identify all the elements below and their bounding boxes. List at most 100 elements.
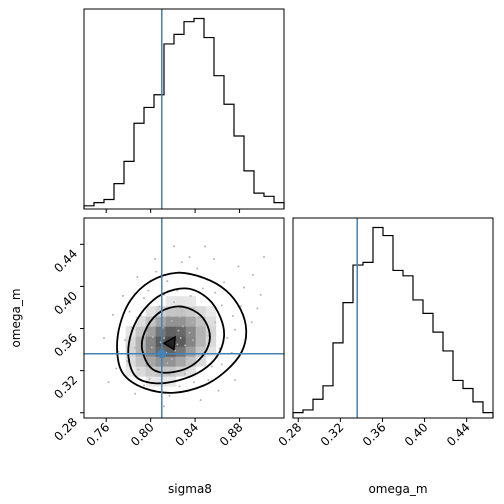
density-cell <box>135 366 147 377</box>
sample-point <box>146 331 149 334</box>
density-cell <box>145 356 157 367</box>
sample-point <box>178 385 181 388</box>
contour-line <box>140 305 211 374</box>
sample-point <box>191 321 194 324</box>
contour-line <box>127 287 226 385</box>
density-cell <box>175 356 187 367</box>
sample-point <box>250 321 253 324</box>
sample-point <box>143 297 145 299</box>
sample-point <box>188 331 191 334</box>
omega-m-tick-label: 0.40 <box>51 289 80 318</box>
density-cell <box>155 376 167 387</box>
density-cell <box>185 336 197 347</box>
sample-point <box>223 281 225 284</box>
density-cell <box>125 336 137 347</box>
omega-m-tick-label: 0.44 <box>51 247 80 276</box>
sample-point <box>150 346 153 349</box>
sample-point <box>189 294 192 297</box>
sample-point <box>213 258 215 261</box>
sample-point <box>259 293 262 296</box>
sample-point <box>186 358 189 361</box>
density-cell <box>175 336 187 347</box>
sample-point <box>148 378 151 381</box>
sample-point <box>115 367 118 370</box>
sample-point <box>243 286 245 289</box>
sample-point <box>204 245 207 248</box>
sample-point <box>156 367 159 370</box>
contour-line <box>116 271 248 394</box>
omega-m-tick-label: 0.28 <box>51 415 80 444</box>
sigma8-tick-label: 0.80 <box>128 420 157 449</box>
density-cell <box>125 346 137 357</box>
truth-marker <box>157 349 167 359</box>
sigma8-tick-label: 0.84 <box>172 420 201 449</box>
sample-point <box>154 318 157 321</box>
density-cell <box>195 316 207 327</box>
density-cell <box>195 346 207 357</box>
density-cell <box>185 326 197 337</box>
sigma8-marginal-frame <box>83 8 285 210</box>
sample-point <box>256 307 259 310</box>
density-cell <box>185 356 197 367</box>
sigma8-histogram <box>83 17 285 209</box>
omega-m-tick-label: 0.36 <box>360 420 389 449</box>
density-cell <box>165 296 177 307</box>
omega-m-tick-label: 0.32 <box>318 420 347 449</box>
density-cell <box>145 306 157 317</box>
density-cell <box>165 346 177 357</box>
sample-point <box>184 344 187 347</box>
sample-point <box>136 275 139 278</box>
omega-m-marginal-ticks: 0.28 0.32 0.36 0.40 0.44 <box>276 418 473 449</box>
sample-point <box>220 304 223 307</box>
sample-point <box>180 309 183 312</box>
density-cell <box>195 326 207 337</box>
sample-point <box>177 329 180 332</box>
sample-point <box>155 270 158 273</box>
panel-joint: 0.76 0.80 0.84 0.88 0.28 0.32 0.36 0.40 0.44 si… <box>9 217 285 496</box>
density-cell <box>175 306 187 317</box>
joint-y-ticks: 0.28 0.32 0.36 0.40 0.44 <box>51 243 84 444</box>
sample-point <box>158 305 161 308</box>
density-cell <box>185 316 197 327</box>
histogram-step <box>292 226 494 418</box>
density-cell <box>195 356 207 367</box>
omega-m-tick-label: 0.44 <box>444 420 473 449</box>
sample-point <box>173 245 175 248</box>
sample-point <box>134 392 137 395</box>
sample-point <box>197 315 200 318</box>
sample-point <box>188 255 191 258</box>
sample-point <box>137 368 140 371</box>
sample-point <box>226 337 229 339</box>
density-cell <box>145 326 157 337</box>
sample-point <box>197 329 200 332</box>
density-cell <box>205 306 217 317</box>
contour-lines <box>116 271 248 394</box>
density-cell <box>185 296 197 307</box>
sample-point <box>163 405 165 408</box>
density-cell <box>135 346 147 357</box>
sample-point <box>147 289 150 292</box>
sample-point <box>181 325 184 328</box>
sample-point <box>176 343 179 346</box>
sample-point <box>214 321 217 324</box>
sample-point <box>173 301 175 304</box>
density-cell <box>165 306 177 317</box>
density-cell <box>205 346 217 357</box>
sample-point <box>193 381 195 384</box>
sample-point <box>176 289 179 292</box>
sample-point <box>199 399 202 402</box>
density-cell <box>125 356 137 367</box>
density-cell <box>155 326 167 337</box>
sample-point <box>154 258 157 261</box>
density-cell <box>155 316 167 327</box>
sample-point <box>196 267 199 270</box>
sample-point <box>163 337 165 339</box>
sample-point <box>217 389 220 392</box>
sample-point <box>214 291 217 294</box>
sample-point <box>140 358 143 361</box>
density-cell <box>155 356 167 367</box>
sample-point <box>207 379 210 382</box>
joint-frame <box>83 217 285 419</box>
omega-m-tick-label: 0.40 <box>402 420 431 449</box>
density-cell <box>125 366 137 377</box>
